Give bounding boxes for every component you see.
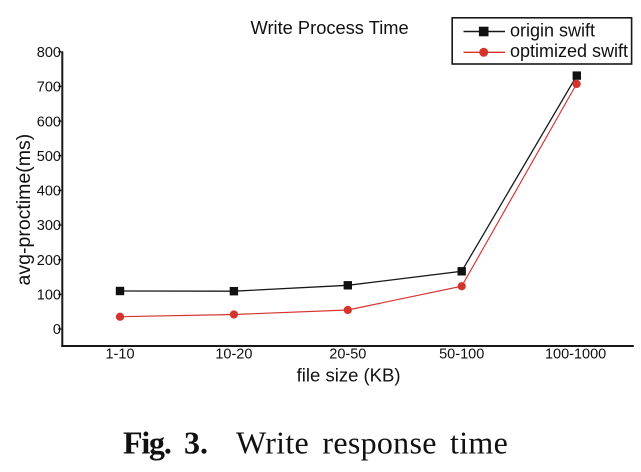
svg-text:400: 400	[37, 184, 61, 200]
svg-text:10-20: 10-20	[215, 346, 252, 362]
svg-text:800: 800	[37, 45, 61, 61]
svg-text:origin swift: origin swift	[510, 20, 595, 40]
svg-text:500: 500	[37, 149, 61, 165]
svg-text:optimized swift: optimized swift	[510, 41, 628, 61]
svg-text:600: 600	[37, 114, 61, 130]
svg-text:50-100: 50-100	[439, 346, 484, 362]
svg-text:1-10: 1-10	[105, 346, 134, 362]
svg-text:700: 700	[37, 80, 61, 96]
svg-text:20-50: 20-50	[329, 346, 366, 362]
svg-text:0: 0	[53, 322, 61, 338]
svg-text:Fig.: Fig.	[123, 425, 171, 461]
svg-text:300: 300	[37, 218, 61, 234]
svg-text:Write response time: Write response time	[236, 425, 508, 461]
svg-text:100: 100	[37, 288, 61, 304]
svg-text:100-1000: 100-1000	[545, 346, 606, 362]
svg-text:200: 200	[37, 253, 61, 269]
svg-text:Write Process Time: Write Process Time	[251, 17, 409, 38]
svg-text:avg-proctime(ms): avg-proctime(ms)	[13, 134, 35, 286]
svg-text:file size (KB): file size (KB)	[297, 364, 401, 385]
svg-text:3.: 3.	[184, 425, 208, 461]
